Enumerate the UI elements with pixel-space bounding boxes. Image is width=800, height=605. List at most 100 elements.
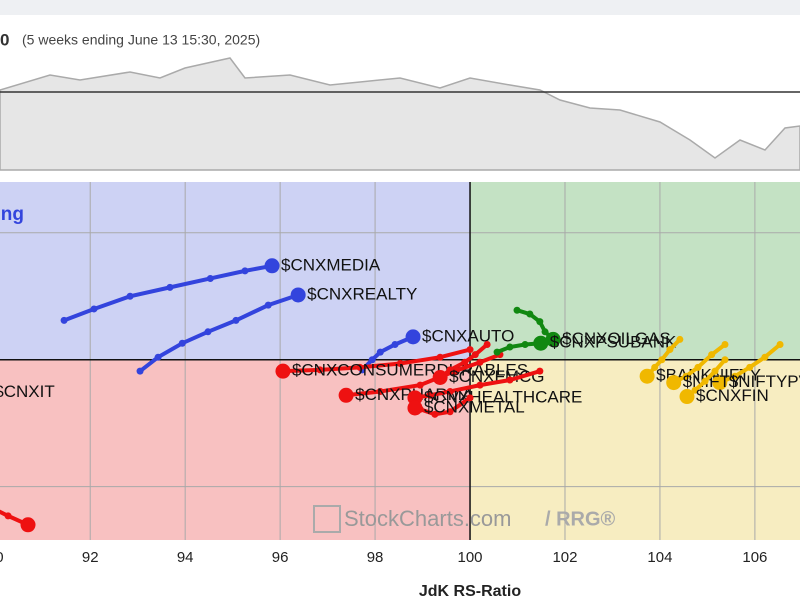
- trail-point: [204, 328, 212, 336]
- title: 0: [0, 30, 9, 49]
- trail-point: [541, 328, 549, 336]
- trail-point: [391, 340, 399, 348]
- series-label: $CNXFIN: [696, 386, 769, 405]
- trail-point: [536, 367, 544, 375]
- trail: [496, 341, 541, 354]
- series-label: $CNXMETAL: [424, 397, 525, 416]
- trail-point: [506, 376, 514, 384]
- head-point: [264, 258, 280, 274]
- head-point: [432, 370, 448, 386]
- trail-point: [431, 410, 439, 418]
- trail-point: [701, 377, 709, 385]
- x-tick-label: 102: [552, 549, 577, 566]
- trail-point: [521, 340, 529, 348]
- trail-point: [513, 306, 521, 314]
- x-tick-label: 94: [177, 549, 194, 566]
- quadrant-leading: [470, 182, 800, 360]
- quadrant-improving: [0, 182, 471, 360]
- trail-point: [446, 366, 454, 374]
- x-tick-label: 104: [647, 549, 672, 566]
- trail-point: [466, 346, 474, 354]
- top-strip: [0, 0, 800, 15]
- x-tick-label: 96: [272, 549, 289, 566]
- benchmark-sparkline: [0, 57, 800, 171]
- trail-point: [476, 381, 484, 389]
- head-point: [545, 331, 561, 347]
- trail-point: [466, 394, 474, 402]
- quadrant-weakening: [470, 359, 800, 540]
- watermark: StockCharts.com: [344, 506, 512, 531]
- quadrant-label: Improving: [0, 204, 24, 225]
- head-point: [405, 329, 421, 345]
- trail-point: [476, 358, 484, 366]
- x-tick-label: 90: [0, 549, 4, 566]
- trail-point: [446, 387, 454, 395]
- trail-point: [154, 353, 162, 361]
- trail-point: [368, 356, 376, 364]
- subtitle: (5 weeks ending June 13 15:30, 2025): [22, 32, 260, 48]
- trail-point: [471, 351, 479, 359]
- trail-point: [506, 343, 514, 351]
- series-label: $CNXFMCG: [449, 367, 544, 386]
- head-point: [290, 287, 306, 303]
- head-point: [407, 400, 423, 416]
- trail-point: [376, 387, 384, 395]
- x-tick-label: 106: [742, 549, 767, 566]
- trail-point: [721, 340, 729, 348]
- trail-point: [526, 310, 534, 318]
- head-point: [338, 387, 354, 403]
- trail-point: [126, 292, 134, 300]
- trail-point: [416, 381, 424, 389]
- trail-point: [694, 363, 702, 371]
- trail-point: [396, 360, 404, 368]
- trail-point: [426, 391, 434, 399]
- x-axis: 90 92 94 96 98 100 102 104 106 JdK RS-Ratio: [0, 549, 767, 600]
- x-tick-label: 98: [367, 549, 384, 566]
- trail-point: [446, 408, 454, 416]
- trail-point: [651, 363, 659, 371]
- trail-point: [691, 386, 699, 394]
- trail-point: [776, 340, 784, 348]
- trail-point: [90, 305, 98, 313]
- x-tick-label: 92: [82, 549, 99, 566]
- series-label: $CNXIT: [0, 382, 55, 401]
- trail-point: [4, 512, 12, 520]
- trail-point: [536, 318, 544, 326]
- series-label: $CNXOILGAS: [562, 329, 671, 348]
- trail-point: [178, 339, 186, 347]
- series-label: $CNXAUTO: [422, 326, 514, 345]
- trail-point: [682, 372, 690, 380]
- trail-point: [376, 348, 384, 356]
- watermark-logo: [313, 505, 341, 533]
- trail-point: [676, 335, 684, 343]
- trail-point: [483, 340, 491, 348]
- plot-area: Improving StockCharts.com / RRG® $CNXMEDIA $…: [0, 182, 800, 540]
- trail-point: [206, 274, 214, 282]
- head-point: [639, 368, 655, 384]
- series-label: $CNXMEDIA: [281, 255, 381, 274]
- x-tick-label: 100: [458, 549, 483, 566]
- trail-point: [493, 348, 501, 356]
- trail-point: [658, 356, 666, 364]
- trail-point: [721, 356, 729, 364]
- trail-point: [241, 267, 249, 275]
- trail-point: [711, 367, 719, 375]
- trail-point: [708, 351, 716, 359]
- trail-point: [136, 367, 144, 375]
- trail-point: [761, 353, 769, 361]
- trail-point: [264, 301, 272, 309]
- trail-point: [731, 372, 739, 380]
- trail-point: [746, 363, 754, 371]
- watermark: / RRG®: [545, 508, 616, 530]
- head-point: [666, 375, 682, 391]
- series-label: $CNXREALTY: [307, 284, 417, 303]
- head-point: [679, 389, 695, 405]
- trail-point: [60, 316, 68, 324]
- head-point: [533, 335, 549, 351]
- series-label: $NIFTYPVTBANK: [729, 372, 800, 391]
- trail-point: [316, 366, 324, 374]
- trail-point: [356, 363, 364, 371]
- head-point: [20, 517, 36, 533]
- trail-point: [436, 353, 444, 361]
- x-axis-title: JdK RS-Ratio: [419, 583, 521, 600]
